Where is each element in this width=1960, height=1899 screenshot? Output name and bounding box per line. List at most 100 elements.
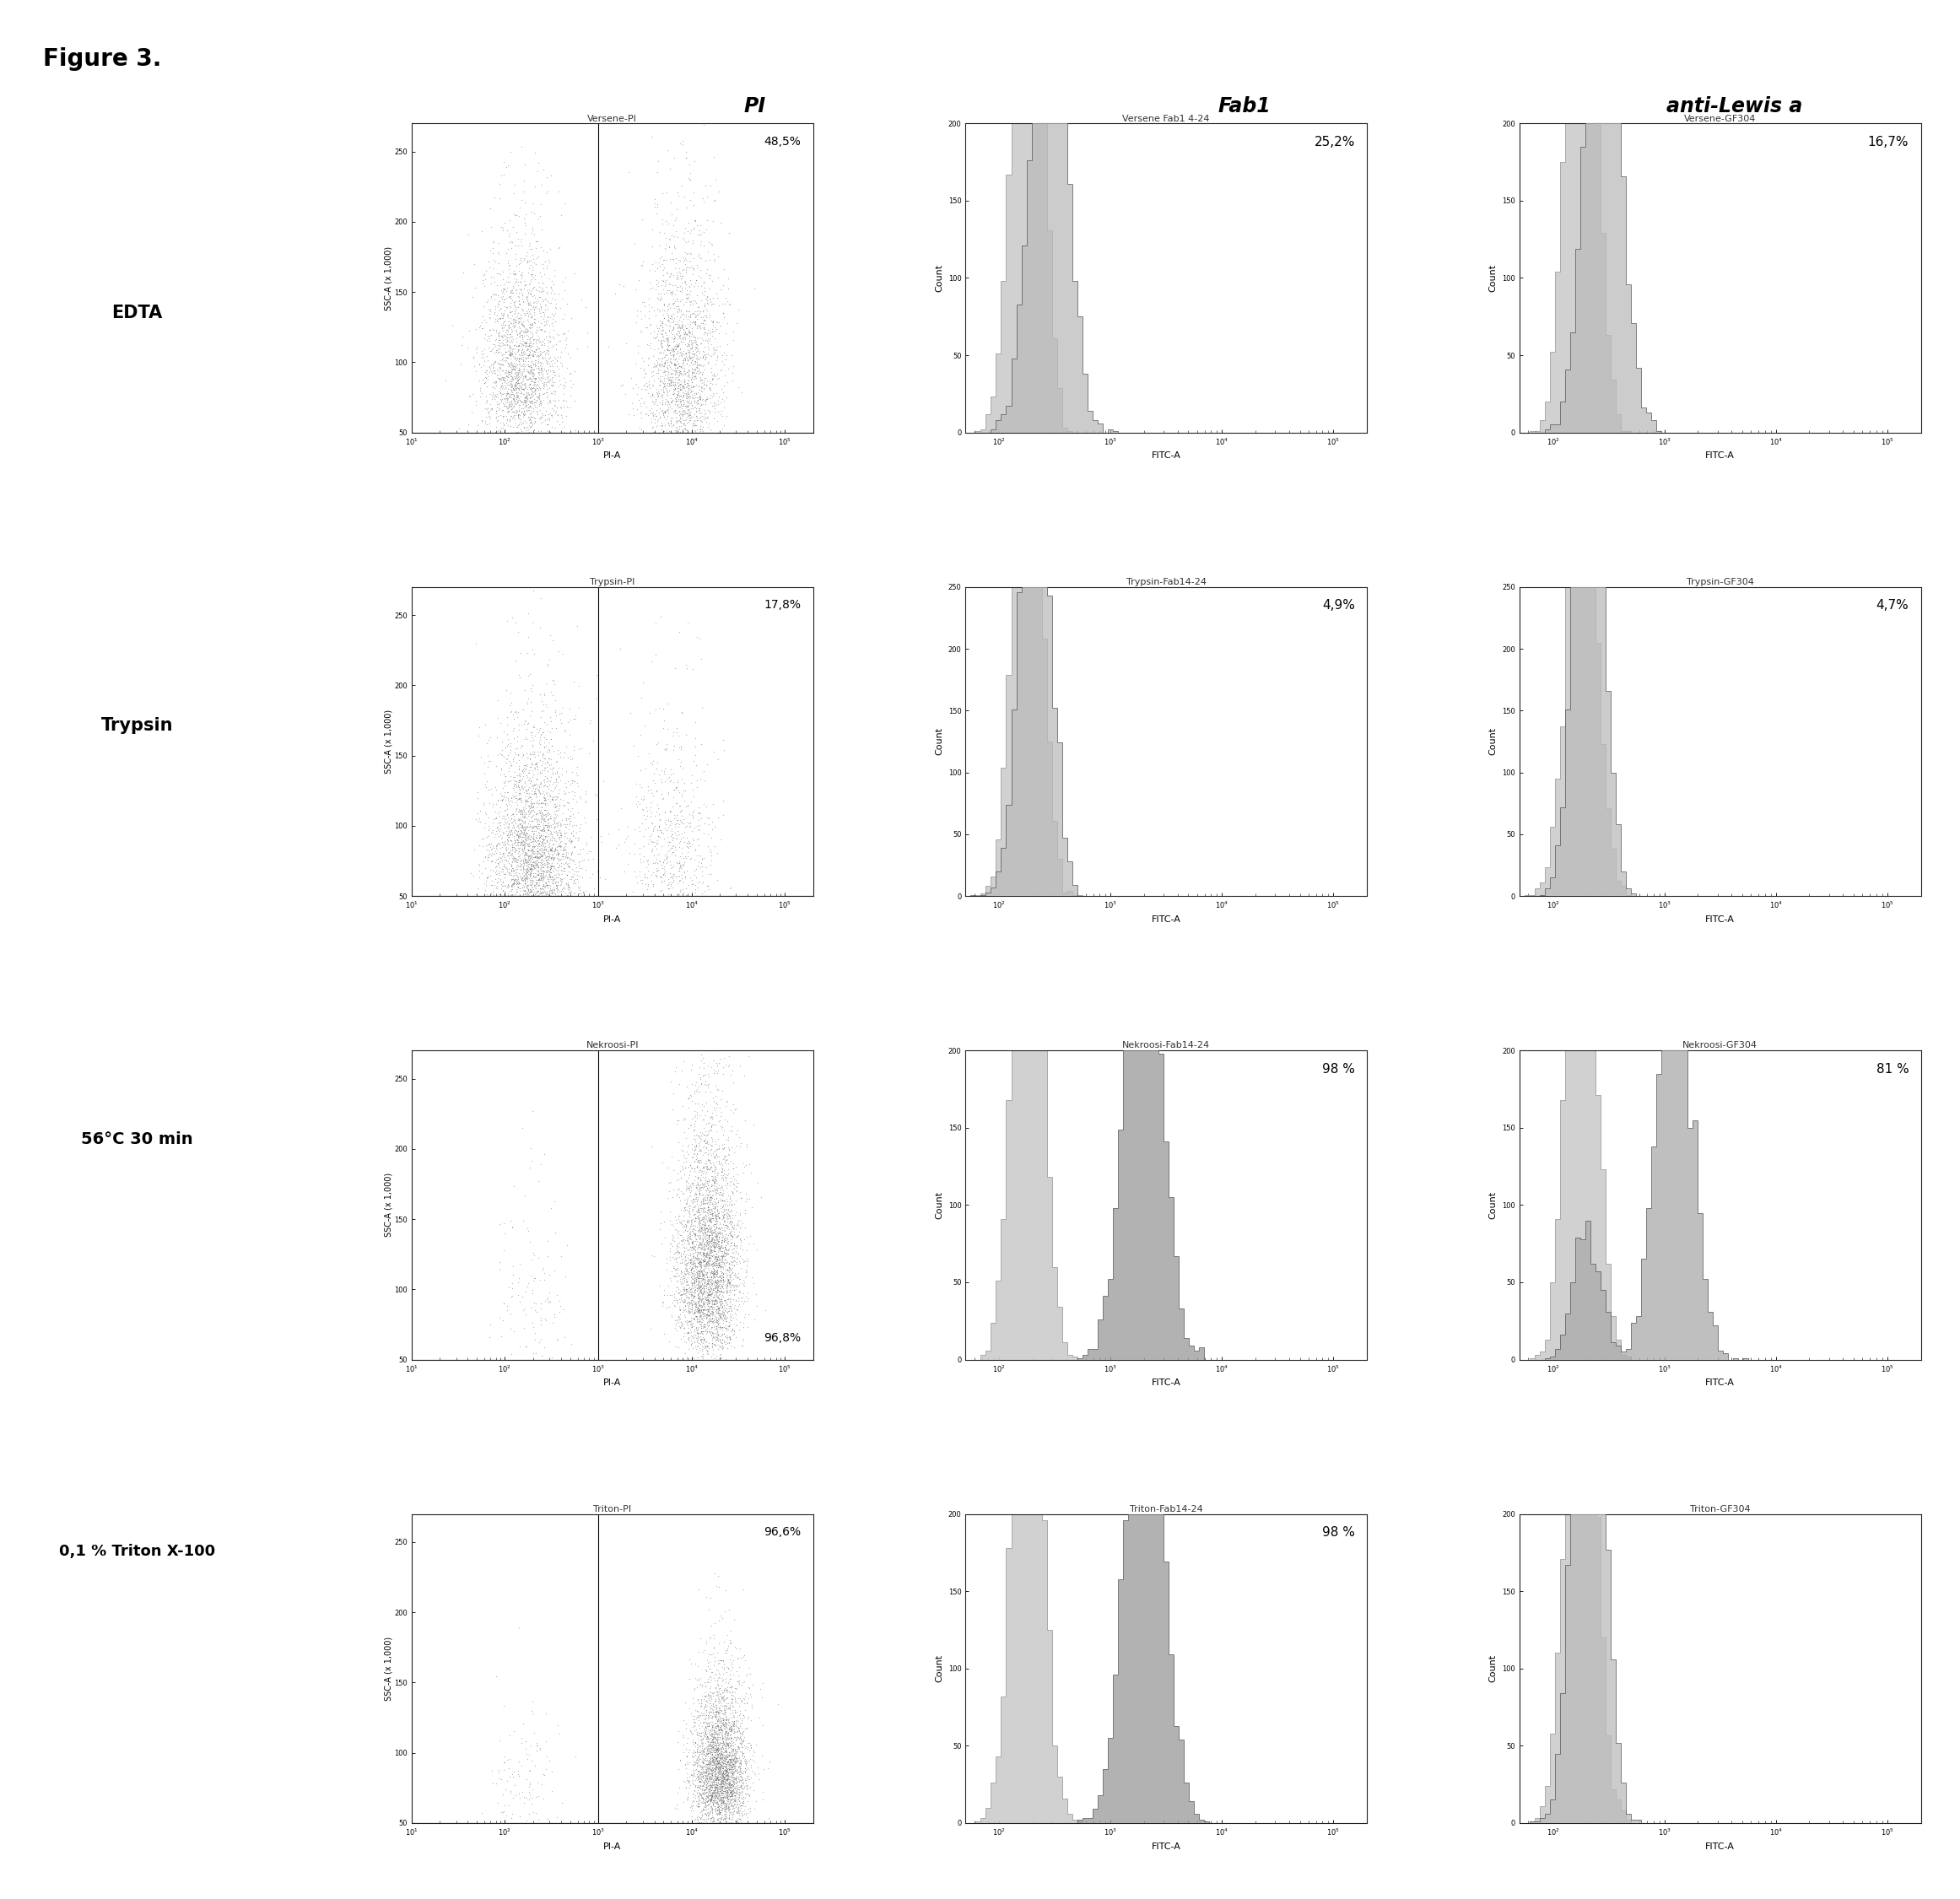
Point (723, 1633, 755, 1664)
Point (676, 239, 708, 270)
Point (676, 1215, 708, 1246)
Point (733, 1753, 764, 1783)
Point (708, 1776, 739, 1806)
Point (666, 340, 698, 370)
Point (713, 1327, 745, 1358)
Point (484, 325, 515, 355)
Point (727, 1758, 759, 1789)
Point (655, 834, 686, 864)
Point (696, 1777, 727, 1808)
Point (666, 780, 698, 811)
Point (535, 378, 566, 408)
Point (700, 1229, 731, 1259)
Point (504, 374, 535, 404)
Point (711, 1272, 743, 1303)
Point (684, 1787, 715, 1817)
Point (510, 879, 541, 910)
Point (535, 744, 566, 775)
Point (723, 1660, 755, 1690)
Point (682, 349, 713, 380)
Point (708, 1259, 739, 1289)
Text: 96,8%: 96,8% (764, 1333, 802, 1344)
Point (468, 342, 500, 372)
Point (676, 355, 708, 385)
Point (700, 1713, 731, 1743)
Point (688, 1774, 719, 1804)
Point (668, 346, 700, 376)
Point (527, 881, 559, 912)
Point (668, 786, 700, 817)
Point (698, 1766, 729, 1796)
Point (713, 1310, 745, 1341)
Point (682, 310, 713, 340)
Point (531, 799, 563, 830)
Point (692, 1215, 723, 1246)
Point (510, 329, 541, 359)
Point (684, 1219, 715, 1250)
Point (657, 822, 688, 853)
Point (533, 733, 564, 763)
Point (466, 268, 498, 298)
Point (702, 1705, 733, 1736)
Point (506, 864, 537, 894)
Point (686, 1232, 717, 1263)
Point (488, 363, 519, 393)
Point (696, 1293, 727, 1324)
Point (710, 1694, 741, 1724)
Point (525, 803, 557, 834)
Point (692, 1185, 723, 1215)
Point (725, 1791, 757, 1821)
Point (510, 839, 541, 870)
Point (700, 1654, 731, 1684)
Point (686, 1753, 717, 1783)
Point (680, 418, 711, 448)
Point (504, 638, 535, 668)
Point (659, 410, 690, 441)
Point (692, 1295, 723, 1326)
Point (523, 811, 555, 841)
Point (529, 310, 561, 340)
Point (504, 710, 535, 741)
Point (702, 1265, 733, 1295)
Point (698, 1774, 729, 1804)
Point (684, 1730, 715, 1760)
Point (727, 1741, 759, 1772)
Point (525, 729, 557, 760)
Point (672, 329, 704, 359)
Point (502, 359, 533, 389)
Point (719, 1138, 751, 1168)
Point (637, 380, 668, 410)
Point (549, 853, 580, 883)
Point (690, 384, 721, 414)
Point (688, 1185, 719, 1215)
Point (719, 1274, 751, 1305)
Point (700, 1766, 731, 1796)
Point (482, 363, 514, 393)
Point (696, 1316, 727, 1346)
Point (549, 817, 580, 847)
Point (678, 1343, 710, 1373)
Point (662, 1777, 694, 1808)
Point (653, 826, 684, 856)
Point (719, 1213, 751, 1244)
Point (515, 1696, 547, 1726)
Point (496, 296, 527, 327)
Point (721, 1168, 753, 1198)
Point (692, 1242, 723, 1272)
Point (692, 1231, 723, 1261)
Point (629, 862, 661, 893)
Point (508, 310, 539, 340)
Point (700, 1768, 731, 1798)
Point (492, 832, 523, 862)
Point (723, 1667, 755, 1698)
Point (468, 368, 500, 399)
Point (678, 1185, 710, 1215)
Point (672, 308, 704, 338)
Point (682, 1804, 713, 1834)
Point (694, 1246, 725, 1276)
Point (727, 1265, 759, 1295)
Point (708, 1724, 739, 1755)
Point (717, 1730, 749, 1760)
Point (635, 310, 666, 340)
Point (523, 382, 555, 412)
